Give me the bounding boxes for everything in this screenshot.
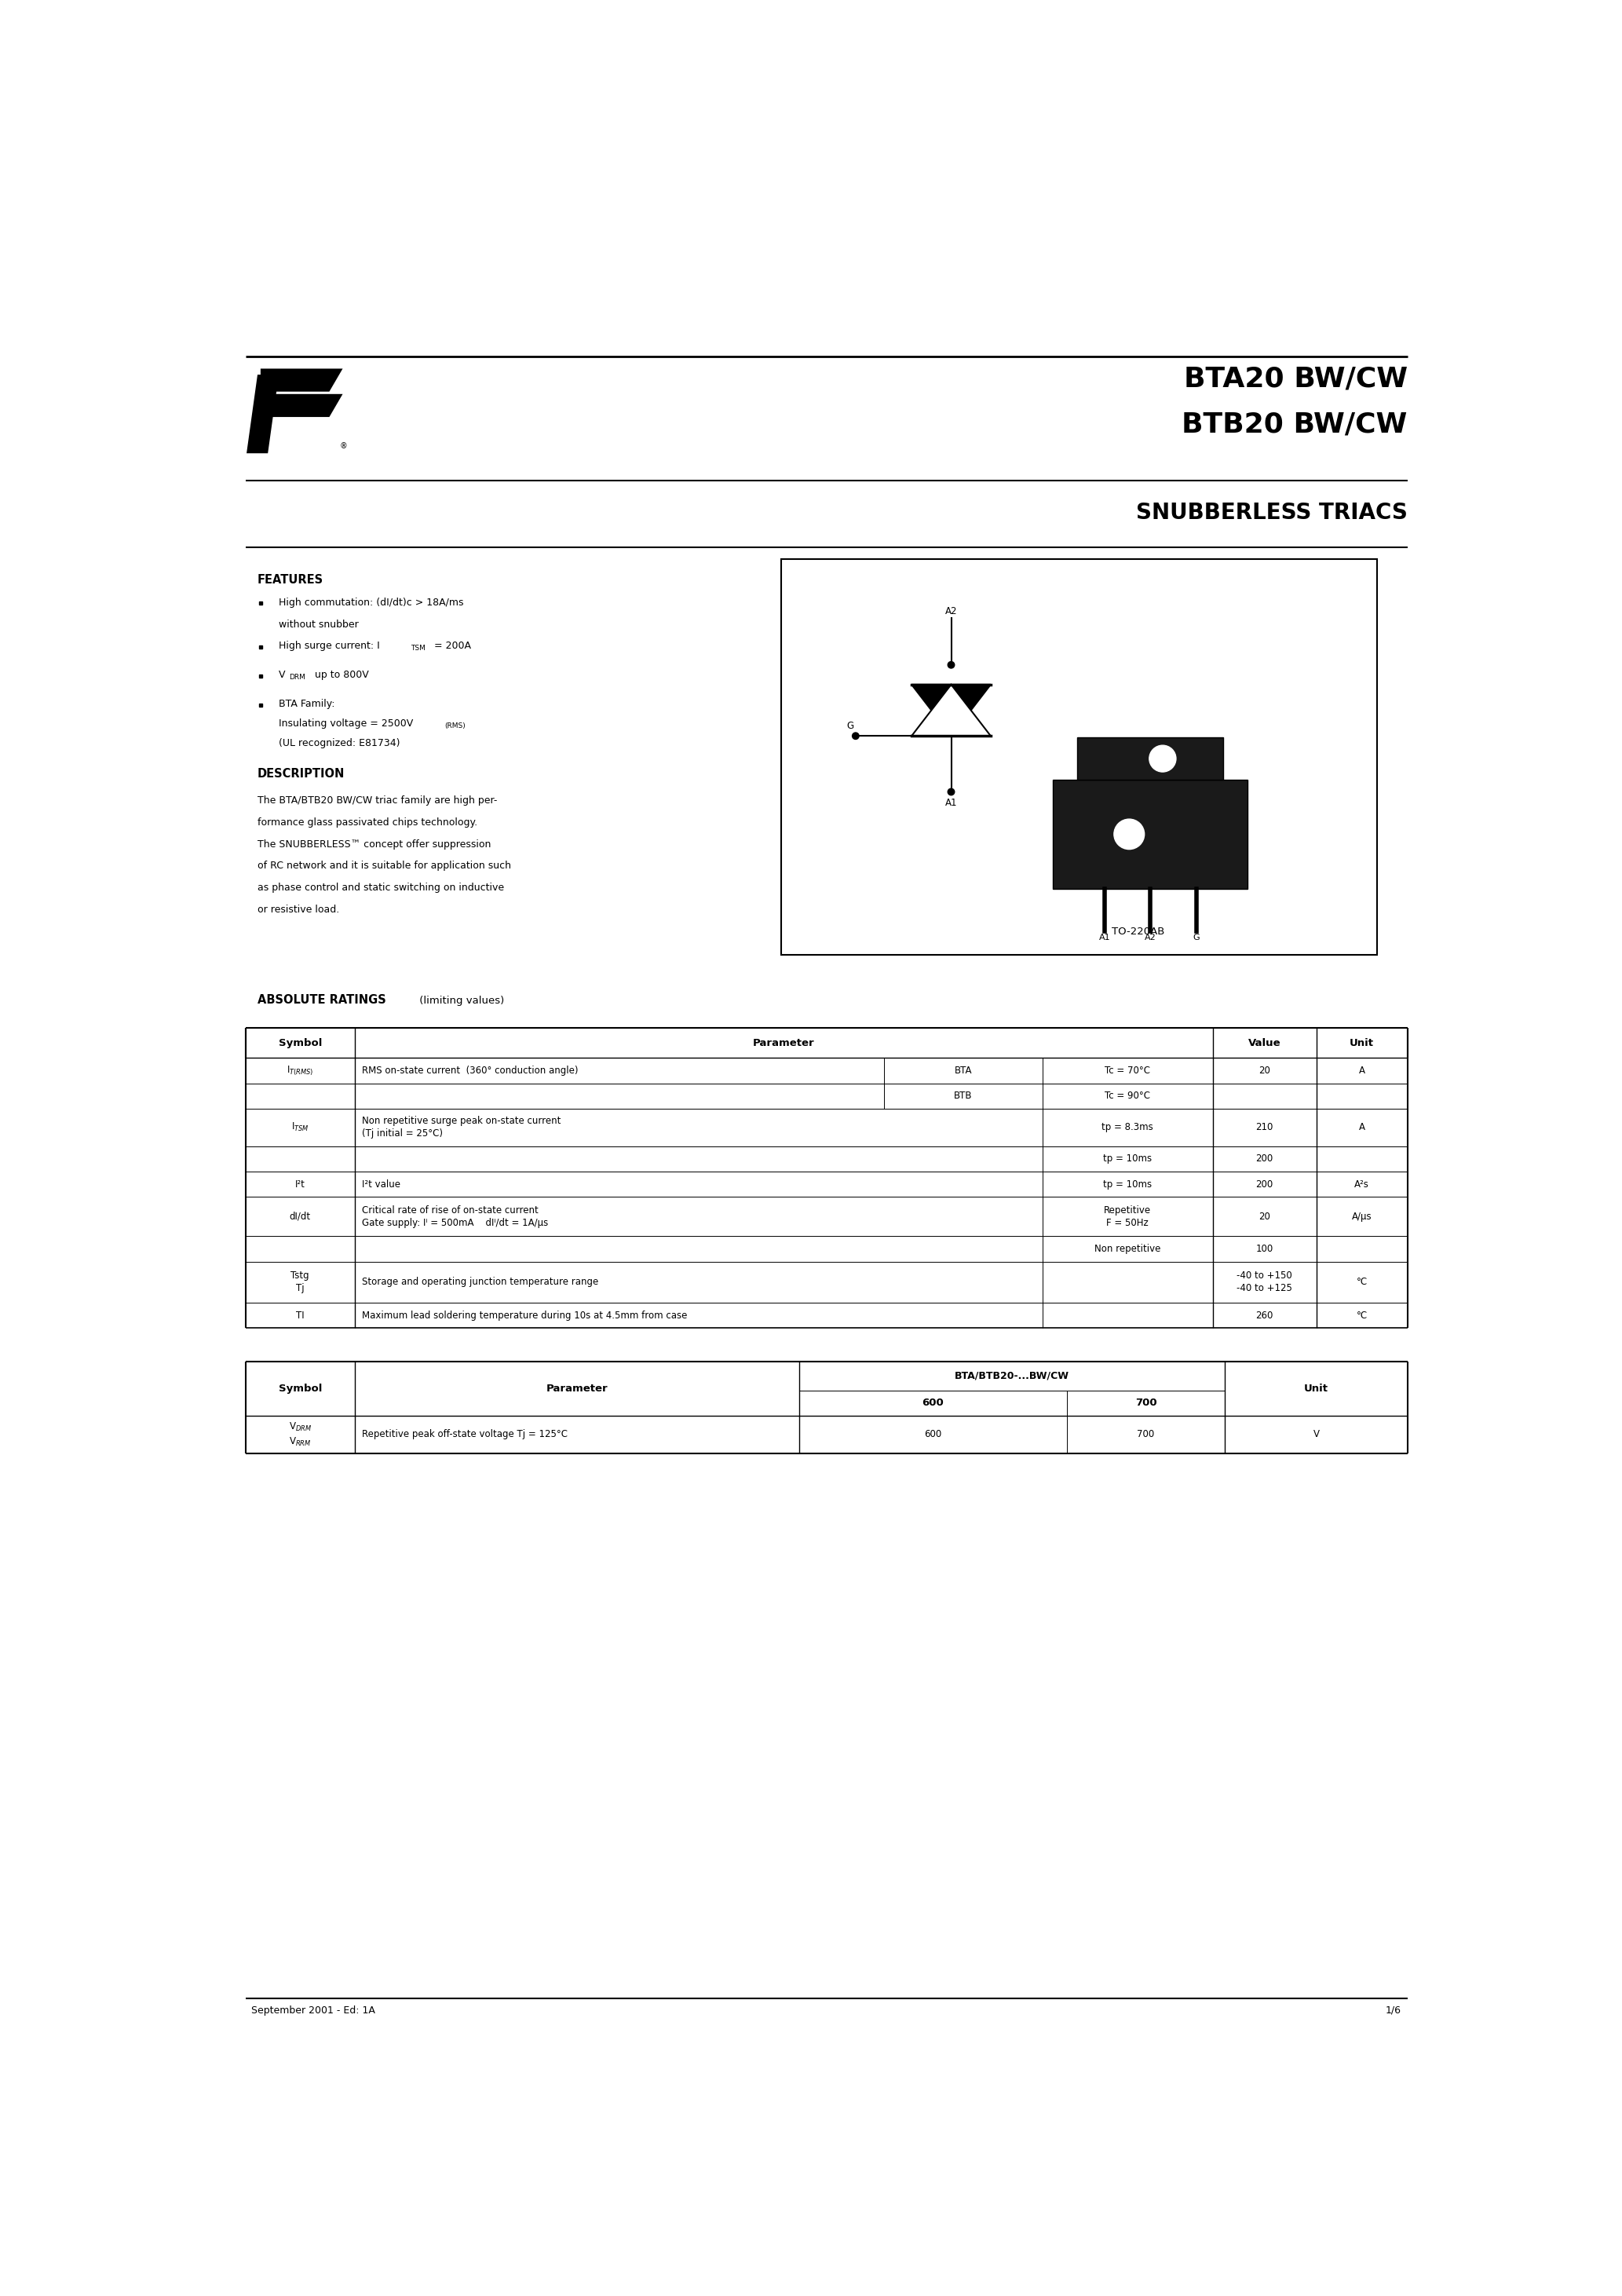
Text: 700: 700 bbox=[1135, 1398, 1156, 1407]
Text: = 200A: = 200A bbox=[431, 641, 470, 652]
Circle shape bbox=[1114, 820, 1145, 850]
Text: up to 800V: up to 800V bbox=[311, 670, 368, 680]
Text: Parameter: Parameter bbox=[753, 1038, 814, 1047]
Text: Non repetitive surge peak on-state current
(Tj initial = 25°C): Non repetitive surge peak on-state curre… bbox=[362, 1116, 561, 1139]
Text: Parameter: Parameter bbox=[547, 1384, 608, 1394]
Text: as phase control and static switching on inductive: as phase control and static switching on… bbox=[258, 882, 504, 893]
Text: 260: 260 bbox=[1255, 1311, 1273, 1320]
Polygon shape bbox=[261, 370, 342, 393]
Text: 20: 20 bbox=[1259, 1212, 1270, 1221]
Text: Tc = 70°C: Tc = 70°C bbox=[1105, 1065, 1150, 1077]
Text: I²t: I²t bbox=[295, 1180, 305, 1189]
Text: tp = 8.3ms: tp = 8.3ms bbox=[1101, 1123, 1153, 1132]
Text: (RMS): (RMS) bbox=[444, 723, 466, 730]
Text: A1: A1 bbox=[1100, 934, 1111, 941]
Text: RMS on-state current  (360° conduction angle): RMS on-state current (360° conduction an… bbox=[362, 1065, 579, 1077]
Text: 1/6: 1/6 bbox=[1385, 2004, 1401, 2016]
Text: September 2001 - Ed: 1A: September 2001 - Ed: 1A bbox=[251, 2004, 375, 2016]
Text: High surge current: I: High surge current: I bbox=[279, 641, 380, 652]
Text: 20: 20 bbox=[1259, 1065, 1270, 1077]
Circle shape bbox=[852, 732, 860, 739]
Text: of RC network and it is suitable for application such: of RC network and it is suitable for app… bbox=[258, 861, 511, 870]
Text: formance glass passivated chips technology.: formance glass passivated chips technolo… bbox=[258, 817, 477, 827]
Text: Insulating voltage = 2500V: Insulating voltage = 2500V bbox=[279, 719, 414, 728]
Text: Unit: Unit bbox=[1350, 1038, 1374, 1047]
Text: A: A bbox=[1359, 1123, 1366, 1132]
Text: SNUBBERLESS TRIACS: SNUBBERLESS TRIACS bbox=[1135, 501, 1408, 523]
Text: A: A bbox=[1359, 1065, 1366, 1077]
Text: Symbol: Symbol bbox=[279, 1384, 321, 1394]
Text: 200: 200 bbox=[1255, 1180, 1273, 1189]
Text: G: G bbox=[1192, 934, 1200, 941]
Text: -40 to +150
-40 to +125: -40 to +150 -40 to +125 bbox=[1236, 1270, 1293, 1293]
Text: ABSOLUTE RATINGS: ABSOLUTE RATINGS bbox=[258, 994, 386, 1006]
Text: 210: 210 bbox=[1255, 1123, 1273, 1132]
Text: °C: °C bbox=[1356, 1311, 1367, 1320]
Circle shape bbox=[1150, 746, 1176, 771]
Text: The SNUBBERLESS™ concept offer suppression: The SNUBBERLESS™ concept offer suppressi… bbox=[258, 838, 491, 850]
Text: High commutation: (dI/dt)c > 18A/ms: High commutation: (dI/dt)c > 18A/ms bbox=[279, 597, 464, 608]
Bar bbox=[1053, 781, 1247, 889]
Text: Unit: Unit bbox=[1304, 1384, 1328, 1394]
Text: (UL recognized: E81734): (UL recognized: E81734) bbox=[279, 737, 401, 748]
Polygon shape bbox=[247, 374, 279, 452]
Text: tp = 10ms: tp = 10ms bbox=[1103, 1155, 1152, 1164]
Text: A²s: A²s bbox=[1354, 1180, 1369, 1189]
Polygon shape bbox=[912, 684, 991, 737]
Text: TO-220AB: TO-220AB bbox=[1111, 928, 1165, 937]
Text: BTA Family:: BTA Family: bbox=[279, 698, 334, 709]
Text: V$_{DRM}$
V$_{RRM}$: V$_{DRM}$ V$_{RRM}$ bbox=[289, 1421, 311, 1449]
Text: Storage and operating junction temperature range: Storage and operating junction temperatu… bbox=[362, 1277, 599, 1288]
Text: 600: 600 bbox=[925, 1430, 942, 1440]
Text: A2: A2 bbox=[1145, 934, 1156, 941]
Text: BTA20 BW/CW: BTA20 BW/CW bbox=[1184, 365, 1408, 393]
Text: V: V bbox=[279, 670, 285, 680]
Text: 200: 200 bbox=[1255, 1155, 1273, 1164]
Text: BTA: BTA bbox=[954, 1065, 972, 1077]
Text: The BTA/BTB20 BW/CW triac family are high per-: The BTA/BTB20 BW/CW triac family are hig… bbox=[258, 794, 498, 806]
Bar bbox=[1077, 737, 1223, 781]
Text: ®: ® bbox=[339, 443, 347, 450]
Text: or resistive load.: or resistive load. bbox=[258, 905, 339, 914]
Text: I²t value: I²t value bbox=[362, 1180, 401, 1189]
Text: FEATURES: FEATURES bbox=[258, 574, 323, 585]
Text: I$_{TSM}$: I$_{TSM}$ bbox=[292, 1120, 310, 1134]
Text: A1: A1 bbox=[946, 799, 957, 808]
Text: Critical rate of rise of on-state current
Gate supply: Iⁱ = 500mA    dIⁱ/dt = 1A: Critical rate of rise of on-state curren… bbox=[362, 1205, 548, 1228]
Text: BTB: BTB bbox=[954, 1091, 973, 1102]
Text: Repetitive
F = 50Hz: Repetitive F = 50Hz bbox=[1105, 1205, 1152, 1228]
Text: BTA/BTB20-...BW/CW: BTA/BTB20-...BW/CW bbox=[955, 1371, 1069, 1380]
Text: G: G bbox=[847, 721, 853, 730]
Text: Symbol: Symbol bbox=[279, 1038, 321, 1047]
Text: °C: °C bbox=[1356, 1277, 1367, 1288]
Text: (limiting values): (limiting values) bbox=[415, 996, 504, 1006]
Circle shape bbox=[947, 661, 954, 668]
Text: Non repetitive: Non repetitive bbox=[1095, 1244, 1161, 1254]
Text: Tstg
Tj: Tstg Tj bbox=[290, 1270, 310, 1293]
Text: Tc = 90°C: Tc = 90°C bbox=[1105, 1091, 1150, 1102]
Text: 100: 100 bbox=[1255, 1244, 1273, 1254]
Text: Repetitive peak off-state voltage Tj = 125°C: Repetitive peak off-state voltage Tj = 1… bbox=[362, 1430, 568, 1440]
Text: V: V bbox=[1314, 1430, 1319, 1440]
Text: tp = 10ms: tp = 10ms bbox=[1103, 1180, 1152, 1189]
Text: BTB20 BW/CW: BTB20 BW/CW bbox=[1182, 411, 1408, 439]
Text: DRM: DRM bbox=[289, 673, 305, 680]
Circle shape bbox=[947, 788, 954, 794]
Text: 600: 600 bbox=[921, 1398, 944, 1407]
Text: A/μs: A/μs bbox=[1351, 1212, 1372, 1221]
Bar bbox=[780, 560, 1377, 955]
Text: Value: Value bbox=[1249, 1038, 1281, 1047]
Text: TSM: TSM bbox=[410, 645, 425, 652]
Text: dI/dt: dI/dt bbox=[289, 1212, 311, 1221]
Text: 700: 700 bbox=[1137, 1430, 1155, 1440]
Text: TI: TI bbox=[295, 1311, 305, 1320]
Text: DESCRIPTION: DESCRIPTION bbox=[258, 769, 345, 781]
Polygon shape bbox=[261, 395, 342, 418]
Text: I$_{T(RMS)}$: I$_{T(RMS)}$ bbox=[287, 1063, 313, 1077]
Text: Maximum lead soldering temperature during 10s at 4.5mm from case: Maximum lead soldering temperature durin… bbox=[362, 1311, 688, 1320]
Text: A2: A2 bbox=[946, 606, 957, 618]
Text: without snubber: without snubber bbox=[279, 620, 358, 629]
Polygon shape bbox=[912, 684, 991, 737]
